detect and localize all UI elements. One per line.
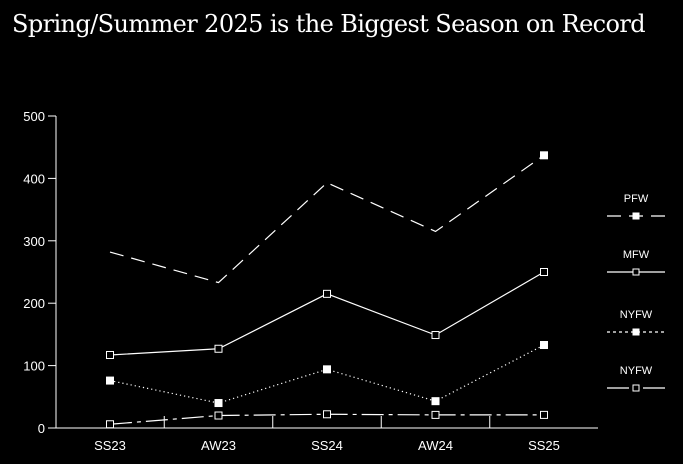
legend-marker-swatch bbox=[632, 268, 640, 276]
y-tick-label: 400 bbox=[23, 171, 45, 186]
data-point bbox=[431, 397, 440, 406]
legend-label: PFW bbox=[624, 193, 649, 205]
data-point bbox=[431, 331, 440, 340]
x-tick-label: AW24 bbox=[418, 438, 453, 453]
legend-marker-swatch bbox=[632, 384, 640, 392]
chart-title: Spring/Summer 2025 is the Biggest Season… bbox=[12, 10, 645, 38]
legend-entry: NYFW bbox=[607, 309, 665, 336]
legend-entry: MFW bbox=[607, 249, 665, 276]
legend-entry: NYFW bbox=[607, 365, 665, 392]
data-point bbox=[106, 350, 114, 359]
data-point bbox=[106, 420, 114, 429]
x-tick-label: SS25 bbox=[528, 438, 560, 453]
series-line bbox=[109, 154, 545, 284]
series-2 bbox=[106, 341, 548, 408]
data-point bbox=[323, 289, 331, 298]
series-layer bbox=[106, 151, 548, 429]
data-point bbox=[540, 410, 548, 419]
x-tick-label: SS24 bbox=[311, 438, 343, 453]
data-point bbox=[540, 268, 548, 276]
data-point bbox=[540, 151, 548, 160]
legend-marker-swatch bbox=[632, 328, 640, 336]
x-tick-label: AW23 bbox=[201, 438, 236, 453]
legend-label: NYFW bbox=[620, 365, 653, 377]
data-point bbox=[106, 376, 114, 385]
series-3 bbox=[106, 410, 548, 429]
series-line bbox=[109, 344, 545, 404]
legend-entry: PFW bbox=[607, 193, 665, 220]
y-tick-label: 500 bbox=[23, 109, 45, 124]
data-point bbox=[323, 365, 331, 374]
series-1 bbox=[106, 268, 548, 359]
legend-marker-swatch bbox=[632, 212, 640, 220]
data-point bbox=[431, 410, 440, 419]
x-tick-label: SS23 bbox=[94, 438, 126, 453]
data-point bbox=[540, 341, 548, 350]
legend-label: NYFW bbox=[620, 309, 653, 321]
data-point bbox=[214, 399, 223, 408]
axes: 0 100 200 300 400 500 SS23 AW23 SS24 AW24 SS25 bbox=[23, 109, 598, 453]
y-tick-label: 300 bbox=[23, 234, 45, 249]
y-tick-label: 100 bbox=[23, 359, 45, 374]
y-tick-label: 200 bbox=[23, 296, 45, 311]
legend: PFW MFW NYFW NYFW bbox=[607, 193, 665, 392]
series-line bbox=[109, 271, 545, 356]
data-point bbox=[214, 411, 223, 420]
legend-label: MFW bbox=[623, 249, 650, 261]
series-0 bbox=[109, 151, 548, 284]
data-point bbox=[214, 344, 223, 353]
y-tick-label: 0 bbox=[38, 421, 45, 436]
data-point bbox=[323, 410, 331, 419]
